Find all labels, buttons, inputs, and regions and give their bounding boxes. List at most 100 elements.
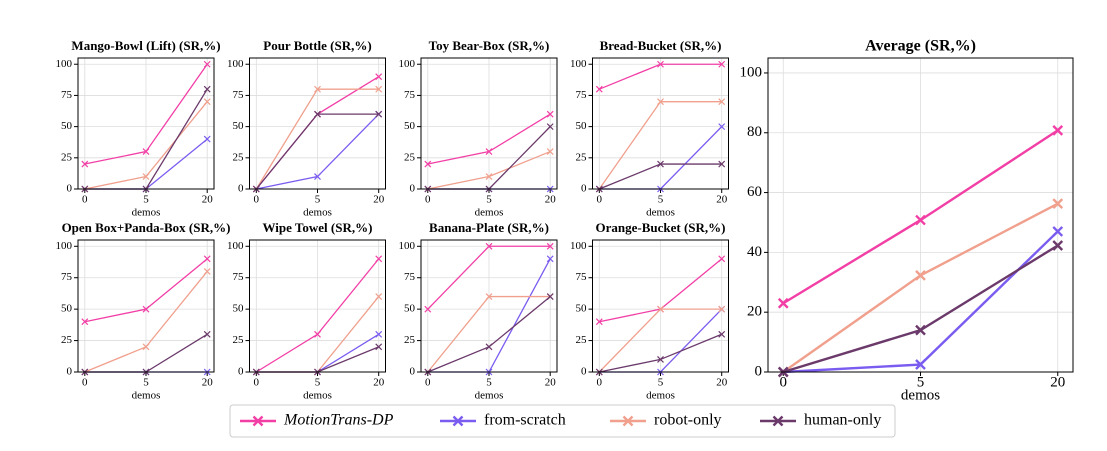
y-tick-label: 100 bbox=[227, 240, 244, 252]
marker bbox=[718, 98, 726, 106]
marker bbox=[314, 110, 321, 118]
marker bbox=[375, 110, 383, 118]
plot-frame bbox=[592, 239, 729, 373]
x-axis-label: demos bbox=[132, 207, 161, 219]
x-tick-label: 20 bbox=[1050, 374, 1065, 390]
x-axis-label: demos bbox=[475, 390, 504, 402]
plot-frame bbox=[767, 57, 1074, 373]
marker bbox=[375, 293, 383, 300]
marker bbox=[657, 305, 664, 313]
marker bbox=[657, 160, 664, 168]
x-axis-label: demos bbox=[303, 207, 332, 219]
y-tick-label: 25 bbox=[61, 151, 73, 163]
x-tick-label: 20 bbox=[716, 194, 728, 206]
chart-title: Toy Bear-Box (SR,%) bbox=[429, 38, 550, 53]
marker bbox=[424, 160, 432, 168]
y-tick-label: 20 bbox=[747, 304, 762, 320]
marker bbox=[657, 356, 664, 363]
y-tick-label: 75 bbox=[61, 89, 73, 101]
marker bbox=[203, 98, 211, 106]
marker bbox=[485, 242, 493, 250]
marker bbox=[203, 268, 211, 275]
y-tick-label: 50 bbox=[404, 120, 416, 132]
plot-frame bbox=[249, 239, 386, 373]
x-tick-label: 0 bbox=[254, 194, 260, 206]
y-tick-label: 25 bbox=[233, 151, 245, 163]
x-tick-label: 5 bbox=[486, 194, 492, 206]
chart-title: Orange-Bucket (SR,%) bbox=[596, 220, 726, 235]
y-tick-label: 100 bbox=[740, 64, 763, 80]
x-tick-label: 0 bbox=[425, 377, 431, 389]
y-tick-label: 25 bbox=[404, 151, 416, 163]
y-tick-label: 100 bbox=[227, 58, 244, 70]
x-tick-label: 0 bbox=[82, 194, 88, 206]
y-tick-label: 50 bbox=[61, 120, 73, 132]
x-axis-label: demos bbox=[132, 390, 161, 402]
marker bbox=[375, 343, 383, 351]
y-tick-label: 50 bbox=[61, 303, 73, 315]
marker bbox=[375, 255, 383, 263]
marker bbox=[546, 148, 554, 155]
x-tick-label: 5 bbox=[315, 194, 321, 206]
marker bbox=[203, 60, 211, 68]
marker bbox=[1052, 226, 1064, 237]
marker bbox=[915, 270, 926, 281]
plot-frame bbox=[77, 57, 215, 190]
plot-frame bbox=[420, 239, 558, 373]
y-tick-label: 50 bbox=[404, 303, 416, 315]
chart-title: Banana-Plate (SR,%) bbox=[429, 220, 549, 235]
marker bbox=[485, 293, 493, 300]
x-axis-label: demos bbox=[475, 207, 504, 219]
x-tick-label: 5 bbox=[486, 377, 492, 389]
marker bbox=[915, 324, 926, 336]
marker bbox=[546, 110, 554, 118]
x-axis-label: demos bbox=[646, 207, 675, 219]
x-tick-label: 5 bbox=[143, 194, 149, 206]
marker bbox=[595, 318, 603, 326]
marker bbox=[485, 173, 493, 180]
x-axis-label: demos bbox=[901, 387, 940, 403]
marker bbox=[375, 85, 383, 93]
x-tick-label: 20 bbox=[716, 377, 728, 389]
x-tick-label: 5 bbox=[315, 377, 321, 389]
x-tick-label: 0 bbox=[597, 194, 603, 206]
legend-marker bbox=[772, 415, 784, 427]
legend-label: from-scratch bbox=[484, 412, 566, 429]
legend-label: MotionTrans-DP bbox=[283, 412, 394, 429]
x-tick-label: 20 bbox=[373, 194, 385, 206]
y-tick-label: 0 bbox=[238, 183, 244, 195]
plot-frame bbox=[592, 57, 729, 190]
marker bbox=[485, 343, 493, 351]
chart-title: Open Box+Panda-Box (SR,%) bbox=[62, 220, 231, 235]
y-tick-label: 75 bbox=[233, 89, 245, 101]
marker bbox=[595, 85, 603, 93]
marker bbox=[777, 297, 789, 309]
y-tick-label: 0 bbox=[755, 363, 763, 379]
marker bbox=[1052, 198, 1064, 209]
legend-label: human-only bbox=[804, 412, 881, 429]
legend-marker bbox=[452, 415, 464, 427]
marker bbox=[203, 85, 211, 93]
y-tick-label: 50 bbox=[233, 120, 245, 132]
plot-frame bbox=[77, 239, 215, 373]
marker bbox=[718, 60, 726, 68]
marker bbox=[1052, 125, 1064, 136]
chart-title: Bread-Bucket (SR,%) bbox=[600, 38, 722, 53]
marker bbox=[915, 214, 926, 226]
y-tick-label: 0 bbox=[410, 366, 416, 378]
x-tick-label: 0 bbox=[597, 377, 603, 389]
y-tick-label: 25 bbox=[576, 151, 588, 163]
y-tick-label: 50 bbox=[233, 303, 245, 315]
legend-label: robot-only bbox=[654, 412, 722, 429]
marker bbox=[203, 330, 211, 338]
marker bbox=[718, 255, 726, 263]
marker bbox=[314, 330, 321, 338]
marker bbox=[314, 173, 321, 180]
y-tick-label: 0 bbox=[410, 183, 416, 195]
marker bbox=[657, 60, 664, 68]
marker bbox=[81, 160, 89, 168]
marker bbox=[546, 123, 554, 131]
marker bbox=[142, 173, 150, 180]
x-tick-label: 0 bbox=[82, 377, 88, 389]
